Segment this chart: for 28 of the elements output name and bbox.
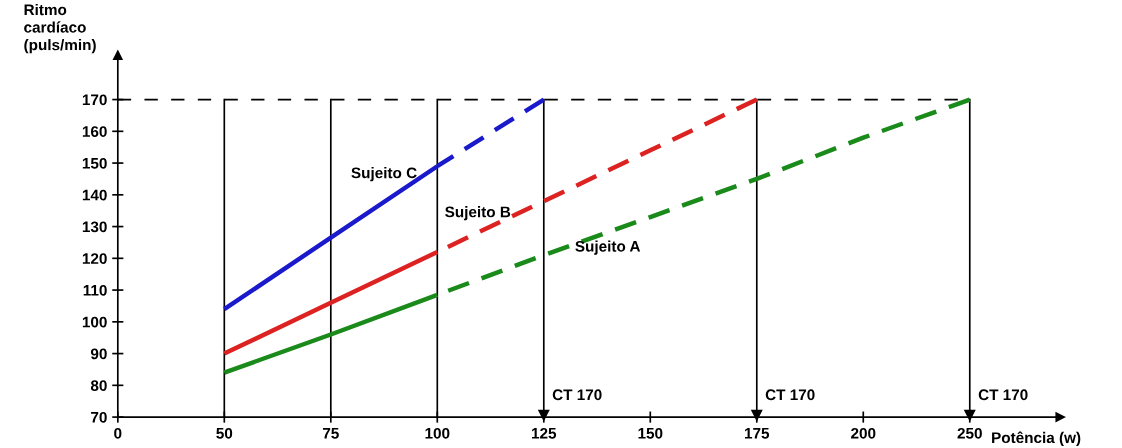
ref-line-label: CT 170 bbox=[978, 389, 1028, 401]
x-tick-label: 125 bbox=[532, 427, 557, 439]
y-axis-title: Ritmo cardíaco (puls/min) bbox=[24, 3, 96, 54]
y-tick-label: 170 bbox=[82, 94, 107, 106]
series-label: Sujeito A bbox=[575, 240, 641, 255]
x-tick-label: 200 bbox=[851, 427, 876, 439]
text: Sujeito B bbox=[445, 206, 511, 221]
x-axis-title: Potência (w) bbox=[992, 431, 1081, 447]
y-tick-label: 80 bbox=[90, 380, 107, 392]
y-tick-label: 130 bbox=[82, 221, 107, 233]
ref-line-label: CT 170 bbox=[765, 389, 815, 401]
y-tick-label: 150 bbox=[82, 157, 107, 169]
x-tick-label: 150 bbox=[638, 427, 663, 439]
y-tick-label: 70 bbox=[91, 411, 107, 423]
y-tick-label: 140 bbox=[82, 189, 107, 201]
y-tick-label: 160 bbox=[82, 126, 107, 137]
y-tick-label: 120 bbox=[82, 253, 107, 265]
series-label: Sujeito C bbox=[351, 167, 417, 182]
y-tick-label: 100 bbox=[82, 316, 107, 328]
x-tick-label: 175 bbox=[745, 428, 770, 439]
y-tick-label: 90 bbox=[90, 348, 107, 360]
x-tick-label: 75 bbox=[322, 428, 339, 439]
x-tick-label: 250 bbox=[957, 427, 982, 439]
y-tick-label: 110 bbox=[83, 284, 107, 296]
x-tick-label: 100 bbox=[425, 427, 450, 439]
x-tick-label: 50 bbox=[216, 427, 233, 439]
ref-line-label: CT 170 bbox=[552, 389, 602, 401]
x-tick-label: 0 bbox=[114, 427, 122, 439]
